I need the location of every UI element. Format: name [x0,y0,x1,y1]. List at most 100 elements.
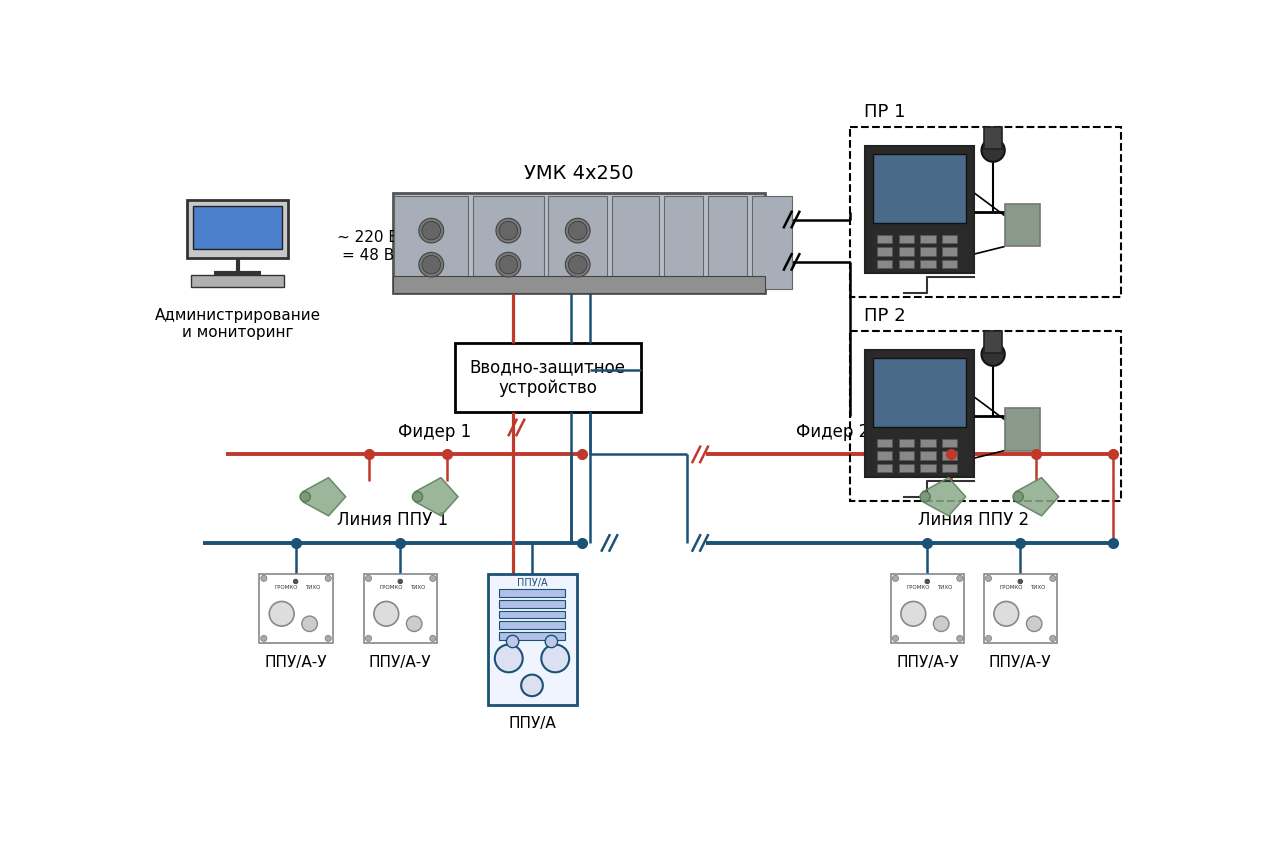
Text: ~ 220 В
= 48 В: ~ 220 В = 48 В [337,231,398,263]
Bar [708,197,748,289]
Text: ППУ/А: ППУ/А [517,577,548,588]
Bar [920,439,936,447]
Polygon shape [1016,478,1059,516]
Polygon shape [923,478,965,516]
Circle shape [300,492,310,502]
Bar [753,197,791,289]
Bar [920,464,936,473]
Circle shape [566,252,590,277]
Circle shape [365,576,371,582]
Text: ТИХО: ТИХО [410,585,425,590]
Circle shape [412,492,422,502]
Circle shape [1027,616,1042,631]
Bar [193,206,282,249]
Circle shape [566,218,590,243]
Circle shape [407,616,422,631]
Bar [499,590,566,596]
Circle shape [1050,576,1056,582]
Bar [942,439,957,447]
Circle shape [495,218,521,243]
Polygon shape [303,478,346,516]
Circle shape [933,616,948,631]
Circle shape [374,602,398,626]
Bar [877,464,892,473]
Text: Фидер 1: Фидер 1 [398,422,472,440]
Bar [920,247,936,256]
Bar [942,235,957,244]
Bar [865,147,974,273]
Bar [474,197,544,289]
Circle shape [365,636,371,642]
Text: ГРОМКО: ГРОМКО [906,585,929,590]
Circle shape [499,221,517,240]
Circle shape [541,644,570,672]
Bar [920,235,936,244]
Bar [877,452,892,460]
Bar [942,247,957,256]
Bar [394,197,468,289]
Bar [1005,408,1039,451]
Text: ТИХО: ТИХО [1029,585,1044,590]
Bar [499,632,566,640]
Text: ТИХО: ТИХО [305,585,320,590]
Circle shape [398,579,403,583]
Text: ППУ/А-У: ППУ/А-У [265,655,326,669]
Text: Линия ППУ 1: Линия ППУ 1 [337,511,448,529]
Bar [364,574,438,643]
Circle shape [430,636,436,642]
Bar [865,350,974,478]
Text: Вводно-защитное
устройство: Вводно-защитное устройство [470,358,626,397]
Circle shape [422,221,440,240]
Circle shape [892,576,899,582]
Bar [187,200,288,258]
Bar [942,259,957,268]
Bar [499,622,566,629]
Circle shape [925,579,929,583]
Text: Линия ППУ 2: Линия ППУ 2 [918,511,1029,529]
Polygon shape [416,478,458,516]
Bar [191,275,284,287]
Bar [891,574,964,643]
Bar [942,464,957,473]
Circle shape [499,256,517,274]
Bar [984,127,1002,149]
Circle shape [293,579,298,583]
Bar [488,574,577,705]
Bar [899,235,914,244]
Circle shape [419,218,444,243]
Bar [877,235,892,244]
Circle shape [521,675,543,696]
Circle shape [1012,492,1023,502]
Bar [899,247,914,256]
Bar [850,127,1121,297]
Bar [499,610,566,618]
Text: ГРОМКО: ГРОМКО [275,585,298,590]
Circle shape [545,636,558,648]
Text: ТИХО: ТИХО [937,585,952,590]
Circle shape [956,636,963,642]
Bar [984,574,1057,643]
Circle shape [568,256,588,274]
Bar [1005,204,1039,246]
Bar [899,259,914,268]
Circle shape [422,256,440,274]
Circle shape [325,576,332,582]
Text: ППУ/А-У: ППУ/А-У [989,655,1051,669]
Circle shape [325,636,332,642]
Bar [393,276,764,293]
Circle shape [1018,579,1023,583]
Bar [920,452,936,460]
Text: ППУ/А-У: ППУ/А-У [896,655,959,669]
Bar [850,331,1121,500]
Circle shape [993,602,1019,626]
Bar [454,342,640,412]
Text: ПР 2: ПР 2 [864,307,905,325]
Circle shape [507,636,518,648]
Text: ППУ/А-У: ППУ/А-У [369,655,431,669]
Circle shape [269,602,294,626]
Bar [877,247,892,256]
Circle shape [419,252,444,277]
Bar [942,452,957,460]
Circle shape [901,602,925,626]
Bar [899,452,914,460]
